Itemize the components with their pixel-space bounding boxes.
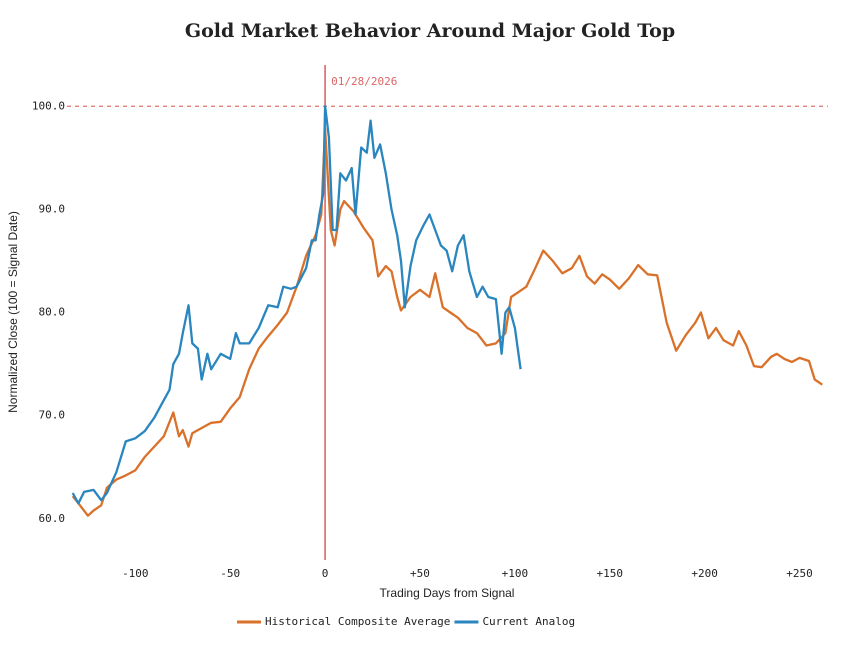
annotation: 01/28/2026 [331,75,397,88]
y-tick-label: 80.0 [39,306,66,319]
legend-label: Historical Composite Average [265,615,450,628]
x-tick-label: 0 [322,567,329,580]
y-tick-label: 100.0 [32,99,65,112]
x-axis-label: Trading Days from Signal [380,586,515,600]
x-tick-label: +250 [786,567,813,580]
y-tick-label: 60.0 [39,512,66,525]
chart-title: Gold Market Behavior Around Major Gold T… [185,20,675,42]
y-tick-label: 90.0 [39,202,66,215]
series-line [71,105,522,505]
x-tick-label: +100 [502,567,529,580]
y-axis-label: Normalized Close (100 = Signal Date) [6,211,20,413]
x-tick-label: -50 [220,567,240,580]
y-tick-label: 70.0 [39,409,66,422]
x-tick-label: +200 [691,567,718,580]
x-tick-label: -100 [122,567,149,580]
x-tick-label: +50 [410,567,430,580]
x-tick-label: +150 [597,567,624,580]
series-line [71,127,823,517]
legend-label: Current Analog [482,615,575,628]
